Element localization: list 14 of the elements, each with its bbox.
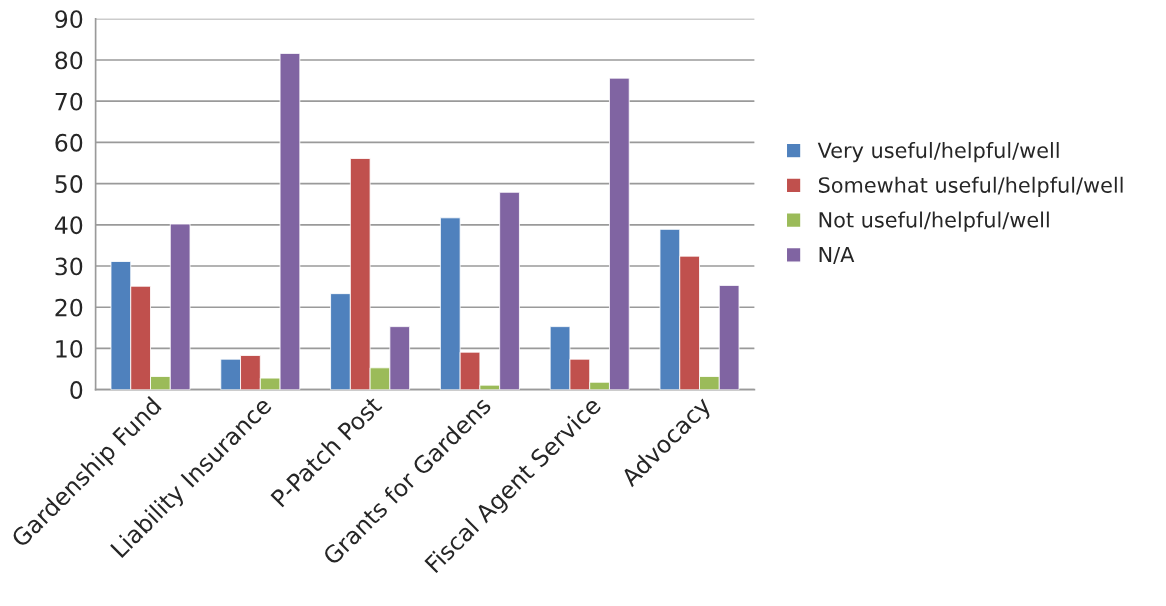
y-tick-label: 20 <box>55 298 83 317</box>
legend-label: Very useful/helpful/well <box>817 142 1059 163</box>
y-tick-label: 30 <box>55 257 83 276</box>
y-tick-label: 60 <box>55 133 83 152</box>
legend-label: N/A <box>819 246 855 265</box>
y-tick-label: 50 <box>55 175 83 193</box>
y-tick-label: 40 <box>54 216 83 235</box>
y-tick-label: 80 <box>55 51 83 70</box>
legend-label: Not useful/helpful/well <box>819 211 1049 232</box>
y-tick-label: 10 <box>56 339 83 358</box>
legend-label: Somewhat useful/helpful/well <box>818 176 1123 197</box>
y-tick-label: 90 <box>55 10 83 29</box>
y-tick-label: 0 <box>70 381 83 399</box>
y-tick-label: 70 <box>55 92 83 111</box>
